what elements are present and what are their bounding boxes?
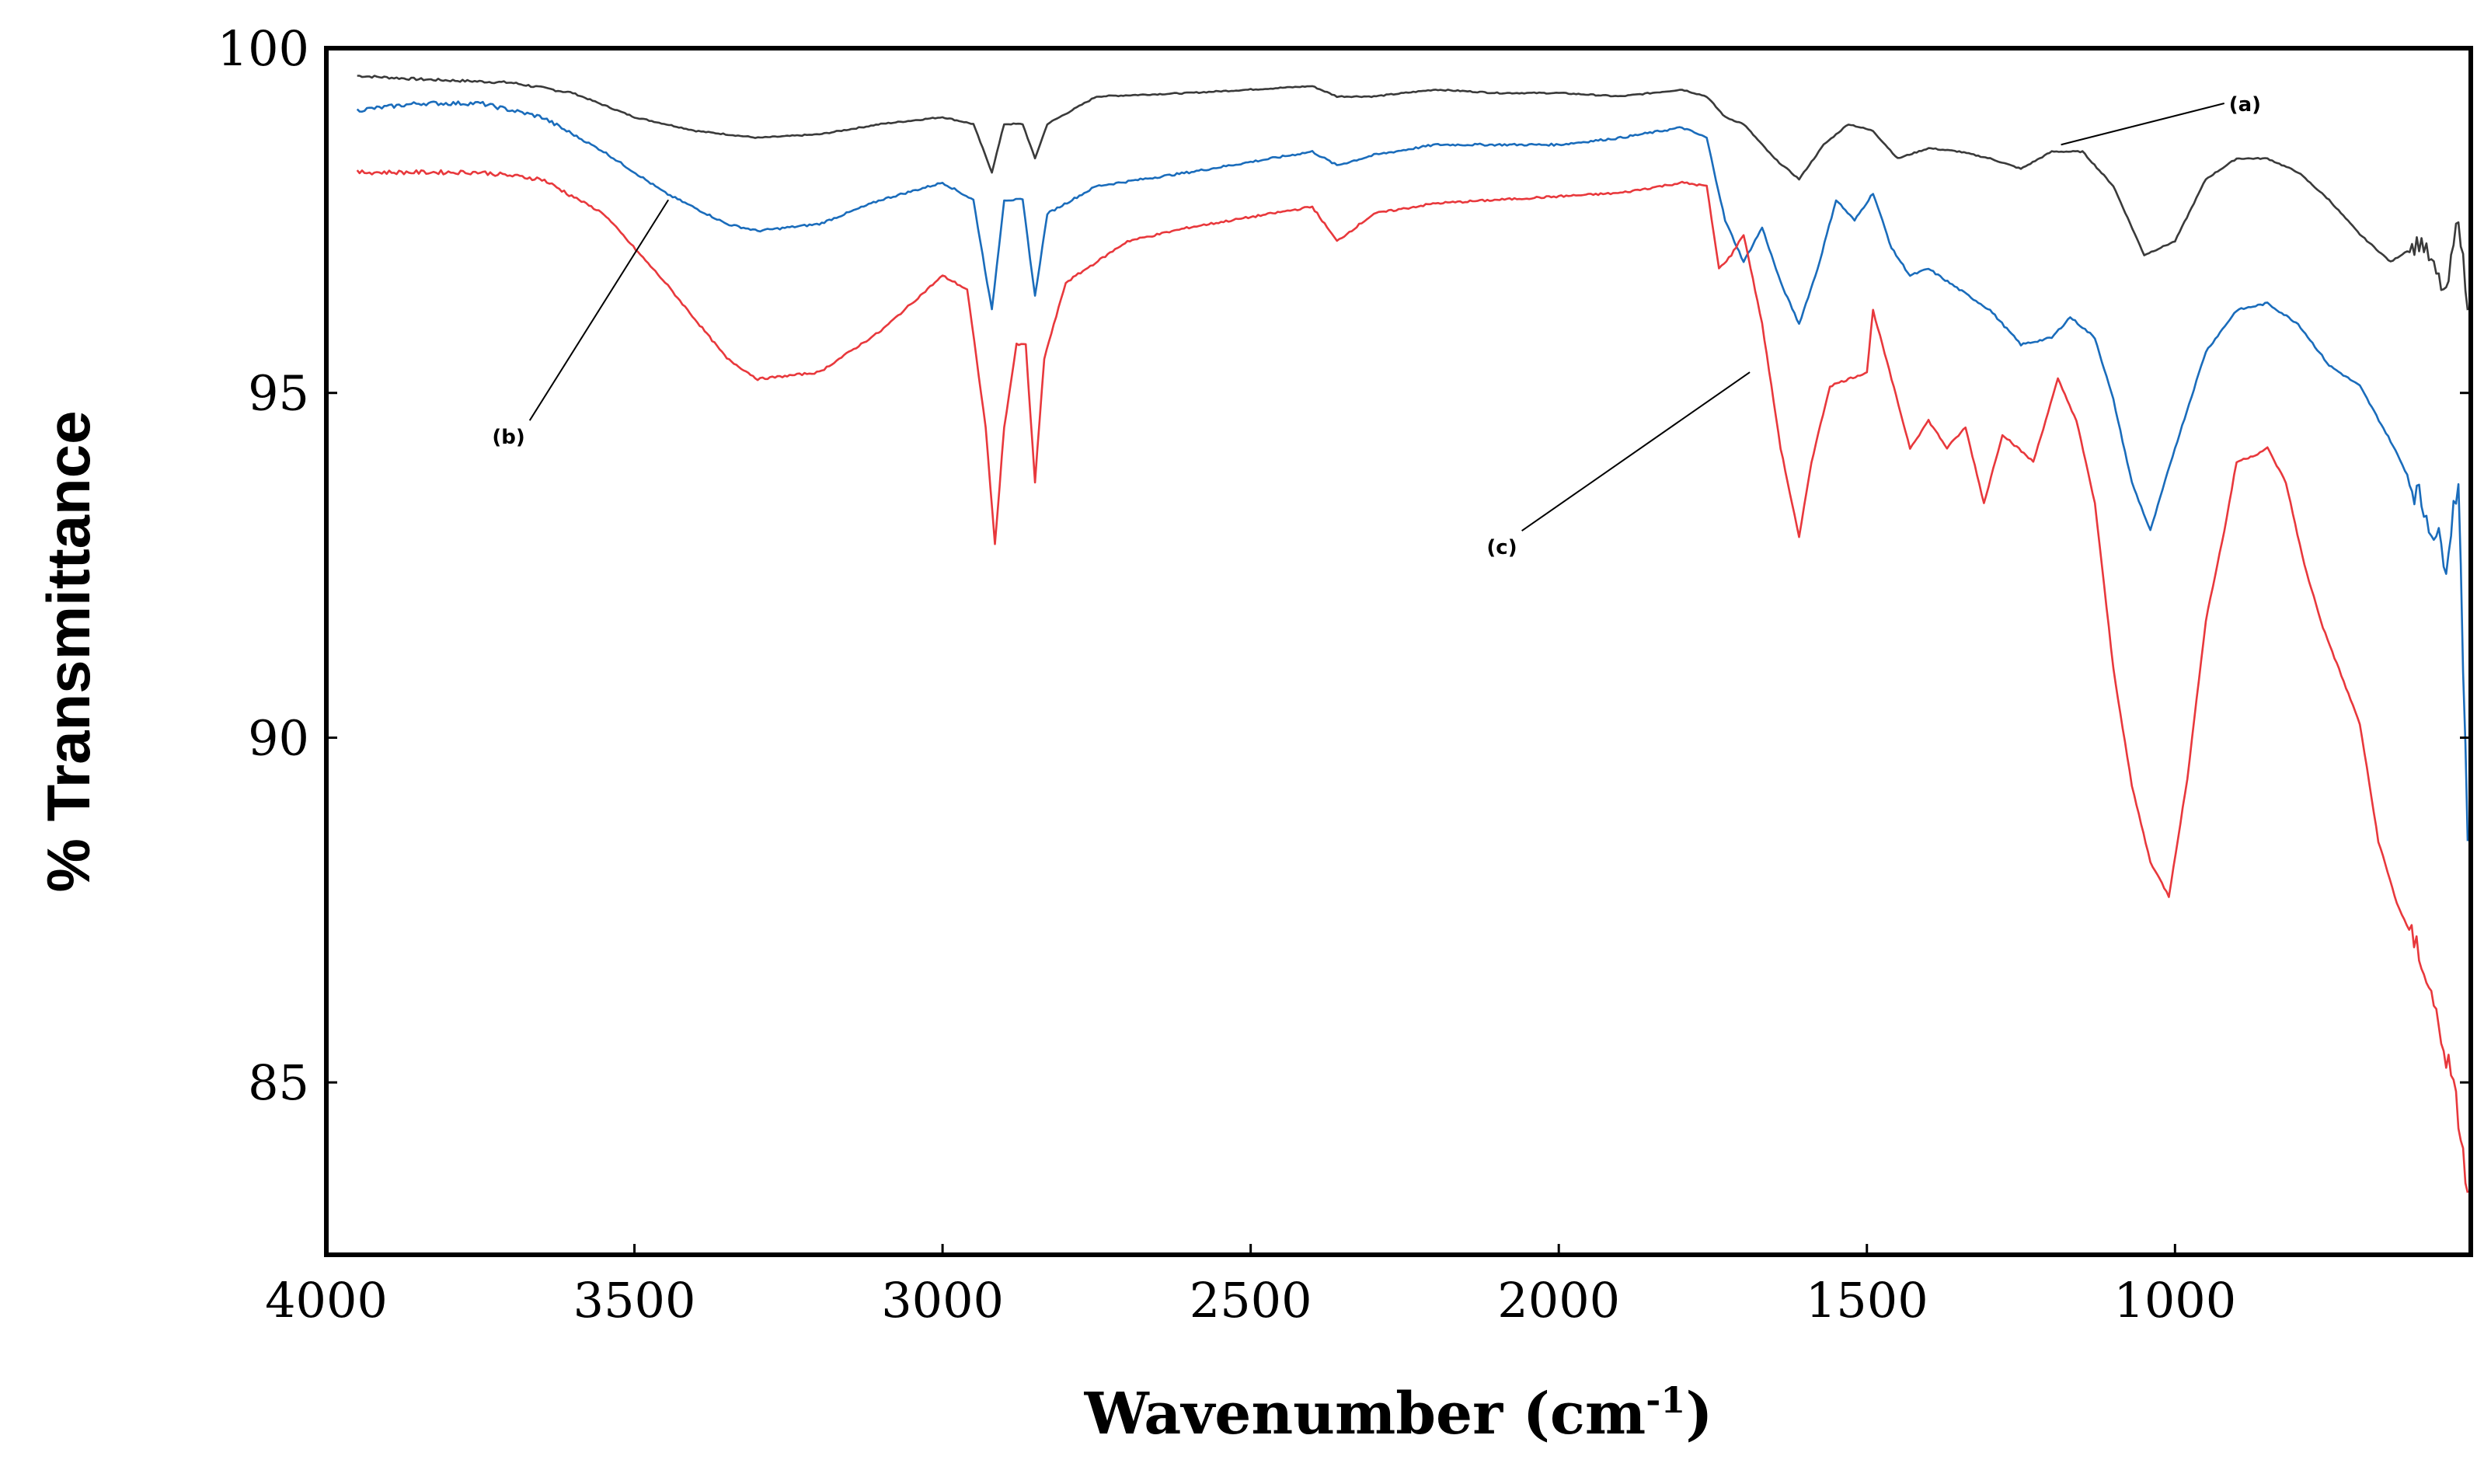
- x-tick-label: 1500: [1806, 1272, 1928, 1329]
- ticks-layer: 4000 3500 3000 2500 2000 1500 1000 85 90 95 100: [218, 20, 2471, 1329]
- series-line-3: [356, 169, 2469, 1193]
- x-tick-label: 2500: [1190, 1272, 1312, 1329]
- annotations-layer: (a) (b) (c): [492, 93, 2261, 559]
- x-axis-title-main: Wavenumber (cm: [1084, 1381, 1646, 1447]
- y-tick-label: 100: [218, 20, 309, 77]
- x-axis-title-sup: -1: [1646, 1379, 1685, 1421]
- series-line-2: [356, 100, 2469, 841]
- plot-frame: [324, 46, 2473, 1257]
- annotation-label: (a): [2229, 93, 2261, 117]
- x-tick-label: 3500: [573, 1272, 696, 1329]
- series-line-1: [357, 75, 2469, 311]
- y-tick-label: 85: [248, 1054, 309, 1111]
- x-axis-title: Wavenumber (cm-1): [1084, 1379, 1713, 1447]
- y-tick-label: 95: [248, 365, 309, 422]
- series-layer: [356, 75, 2469, 1193]
- x-tick-label: 1000: [2113, 1272, 2236, 1329]
- x-axis-title-close: ): [1685, 1381, 1712, 1447]
- annotation-leader: [1521, 371, 1751, 532]
- annotation-leader: [528, 199, 670, 421]
- y-tick-label: 90: [248, 709, 309, 766]
- y-axis-title: % Transmittance: [34, 411, 103, 893]
- annotation-leader: [2061, 103, 2225, 146]
- annotation-label: (b): [492, 426, 524, 449]
- annotation-label: (c): [1486, 536, 1517, 559]
- x-tick-label: 2000: [1497, 1272, 1620, 1329]
- x-tick-label: 4000: [265, 1272, 388, 1329]
- x-tick-label: 3000: [881, 1272, 1004, 1329]
